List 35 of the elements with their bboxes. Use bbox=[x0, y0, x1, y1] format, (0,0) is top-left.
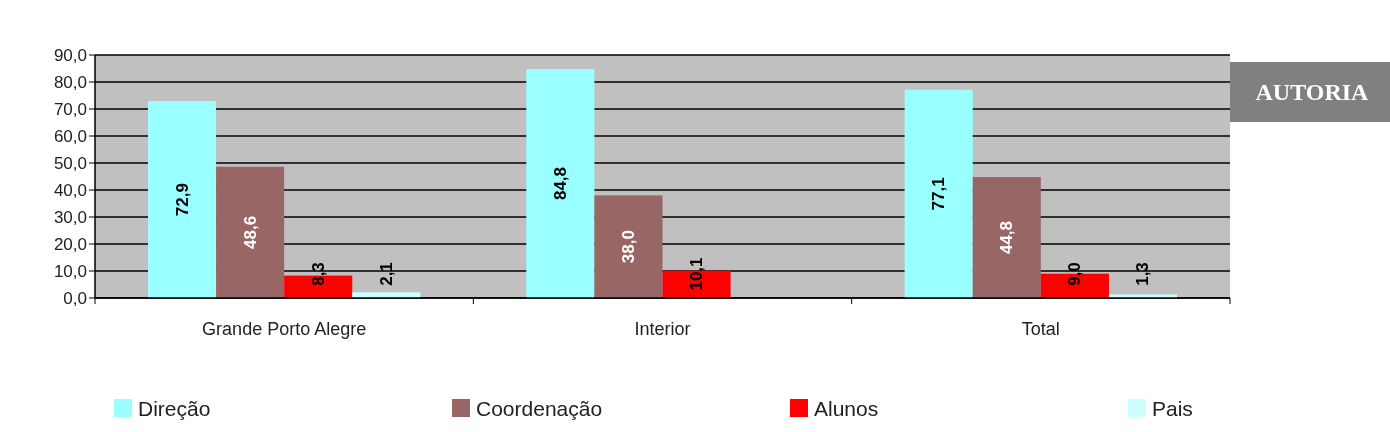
y-tick-label: 90,0 bbox=[53, 45, 87, 65]
legend-label: Pais bbox=[1152, 396, 1193, 420]
data-label: 38,0 bbox=[618, 230, 638, 264]
data-label: 84,8 bbox=[550, 166, 570, 201]
bar bbox=[904, 89, 973, 298]
bar bbox=[972, 177, 1041, 298]
y-tick-label: 30,0 bbox=[53, 207, 87, 227]
x-tick-label: Interior bbox=[634, 319, 691, 339]
data-label: 44,8 bbox=[997, 220, 1017, 255]
x-tick-label: Grande Porto Alegre bbox=[202, 319, 367, 339]
legend-label: Coordenação bbox=[476, 396, 603, 420]
bar bbox=[594, 195, 663, 298]
bar bbox=[216, 166, 285, 298]
bar bbox=[147, 101, 217, 298]
y-tick-label: 80,0 bbox=[53, 72, 87, 92]
y-tick-label: 70,0 bbox=[53, 99, 87, 119]
data-label: 77,1 bbox=[929, 177, 949, 211]
data-label: 48,6 bbox=[240, 215, 260, 249]
legend-label: Direção bbox=[138, 396, 211, 420]
data-label: 1,3 bbox=[1133, 262, 1153, 286]
data-label: 72,9 bbox=[172, 183, 192, 217]
y-tick-label: 10,0 bbox=[53, 261, 87, 281]
data-label: 10,1 bbox=[687, 257, 707, 291]
y-tick-label: 40,0 bbox=[53, 180, 87, 200]
data-label: 9,0 bbox=[1065, 262, 1085, 286]
y-tick-label: 60,0 bbox=[53, 126, 87, 146]
data-label: 2,1 bbox=[376, 262, 396, 286]
y-tick-label: 0,0 bbox=[63, 288, 87, 308]
bar bbox=[526, 69, 595, 298]
x-tick-label: Total bbox=[1021, 319, 1060, 339]
legend-label: Alunos bbox=[814, 396, 879, 420]
y-tick-label: 20,0 bbox=[53, 234, 87, 254]
data-label: 8,3 bbox=[308, 262, 328, 286]
y-tick-label: 50,0 bbox=[53, 153, 87, 173]
text: AUTORIA bbox=[1255, 79, 1370, 105]
